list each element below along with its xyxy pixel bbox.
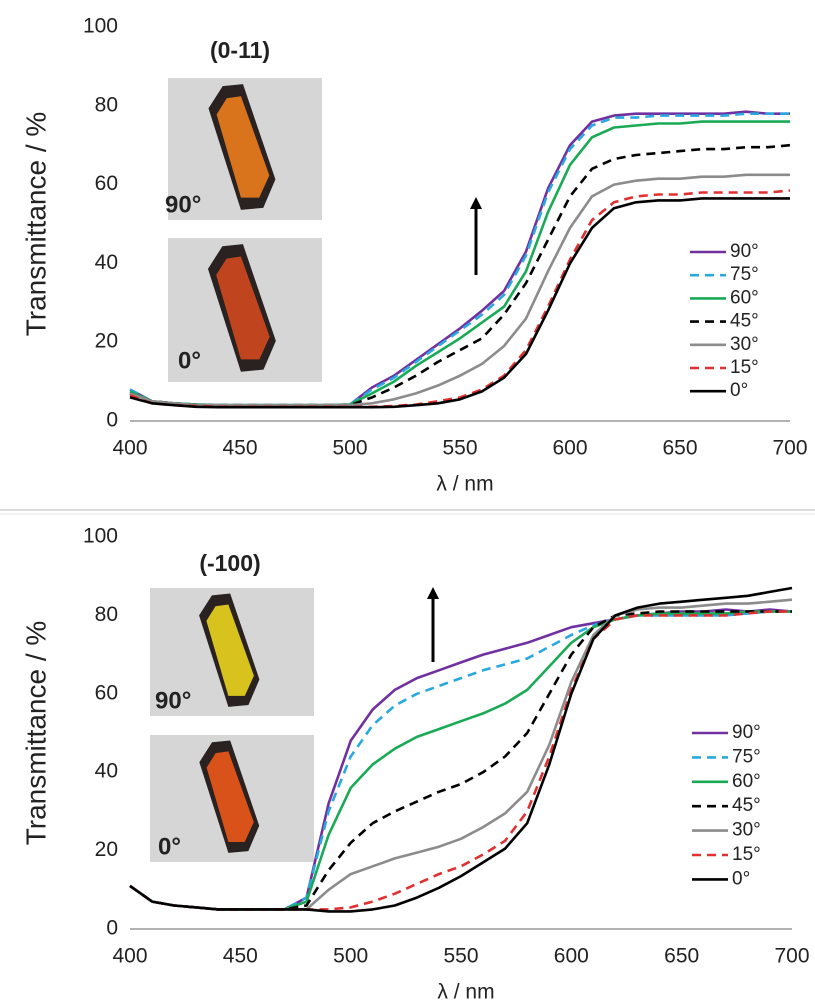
legend-label: 30° — [730, 334, 759, 355]
legend-label: 90° — [732, 722, 761, 743]
legend-label: 45° — [732, 795, 761, 816]
arrow-head — [470, 197, 482, 209]
x-tick-label: 600 — [552, 437, 587, 460]
y-tick-label: 100 — [83, 15, 118, 38]
crystal-face — [206, 751, 254, 843]
x-tick-label: 650 — [662, 437, 697, 460]
crystal-face — [206, 604, 254, 696]
x-tick-label: 550 — [442, 437, 477, 460]
y-tick-label: 40 — [95, 251, 118, 274]
y-tick-label: 40 — [95, 760, 118, 783]
legend-label: 60° — [730, 287, 759, 308]
x-tick-label: 500 — [332, 437, 367, 460]
legend-label: 0° — [732, 868, 750, 889]
x-tick-label: 400 — [112, 437, 147, 460]
x-tick-label: 700 — [774, 945, 809, 968]
y-tick-label: 20 — [95, 330, 118, 353]
annotation: (-100) — [199, 550, 260, 576]
y-tick-label: 100 — [83, 525, 118, 548]
legend-label: 75° — [730, 264, 759, 285]
x-axis-title: λ / nm — [436, 473, 493, 496]
legend-label: 75° — [732, 746, 761, 767]
y-tick-label: 80 — [95, 603, 118, 626]
inset-label: 90° — [155, 687, 191, 714]
legend-label: 15° — [730, 357, 759, 378]
chart: 0 20 40 60 80 100 400 450 500 550 600 650 700 Transmi… — [20, 525, 809, 1003]
inset-label: 90° — [165, 191, 201, 218]
y-tick-label: 20 — [95, 838, 118, 861]
legend-label: 0° — [730, 380, 748, 401]
legend-label: 90° — [730, 241, 759, 262]
x-axis-title: λ / nm — [437, 981, 494, 1003]
chart: 0 20 40 60 80 100 400 450 500 550 600 650 700 Transmi… — [20, 15, 807, 496]
x-tick-label: 450 — [222, 437, 257, 460]
inset-label: 0° — [158, 833, 181, 860]
x-tick-label: 700 — [772, 437, 807, 460]
legend-label: 60° — [732, 771, 761, 792]
series-line — [129, 586, 793, 913]
crystal-face — [216, 256, 270, 360]
series-line — [129, 610, 792, 911]
y-tick-label: 0 — [106, 409, 118, 432]
series-line — [129, 197, 790, 409]
x-tick-label: 400 — [112, 945, 147, 968]
x-tick-label: 450 — [223, 945, 258, 968]
y-axis-title: Transmittance / % — [20, 621, 51, 846]
arrow-head — [427, 587, 439, 599]
legend-label: 30° — [732, 820, 761, 841]
y-tick-label: 80 — [95, 93, 118, 116]
crystal-face — [216, 96, 270, 198]
y-axis-title: Transmittance / % — [20, 112, 51, 337]
y-tick-label: 60 — [95, 681, 118, 704]
x-tick-label: 650 — [664, 945, 699, 968]
x-tick-label: 500 — [333, 945, 368, 968]
legend-label: 15° — [732, 844, 761, 865]
x-tick-label: 550 — [443, 945, 478, 968]
y-tick-label: 60 — [95, 172, 118, 195]
x-tick-label: 600 — [554, 945, 589, 968]
inset-label: 0° — [178, 347, 201, 374]
legend-label: 45° — [730, 311, 759, 332]
series-line — [129, 173, 790, 407]
y-tick-label: 0 — [106, 917, 118, 940]
annotation: (0-11) — [210, 37, 270, 63]
